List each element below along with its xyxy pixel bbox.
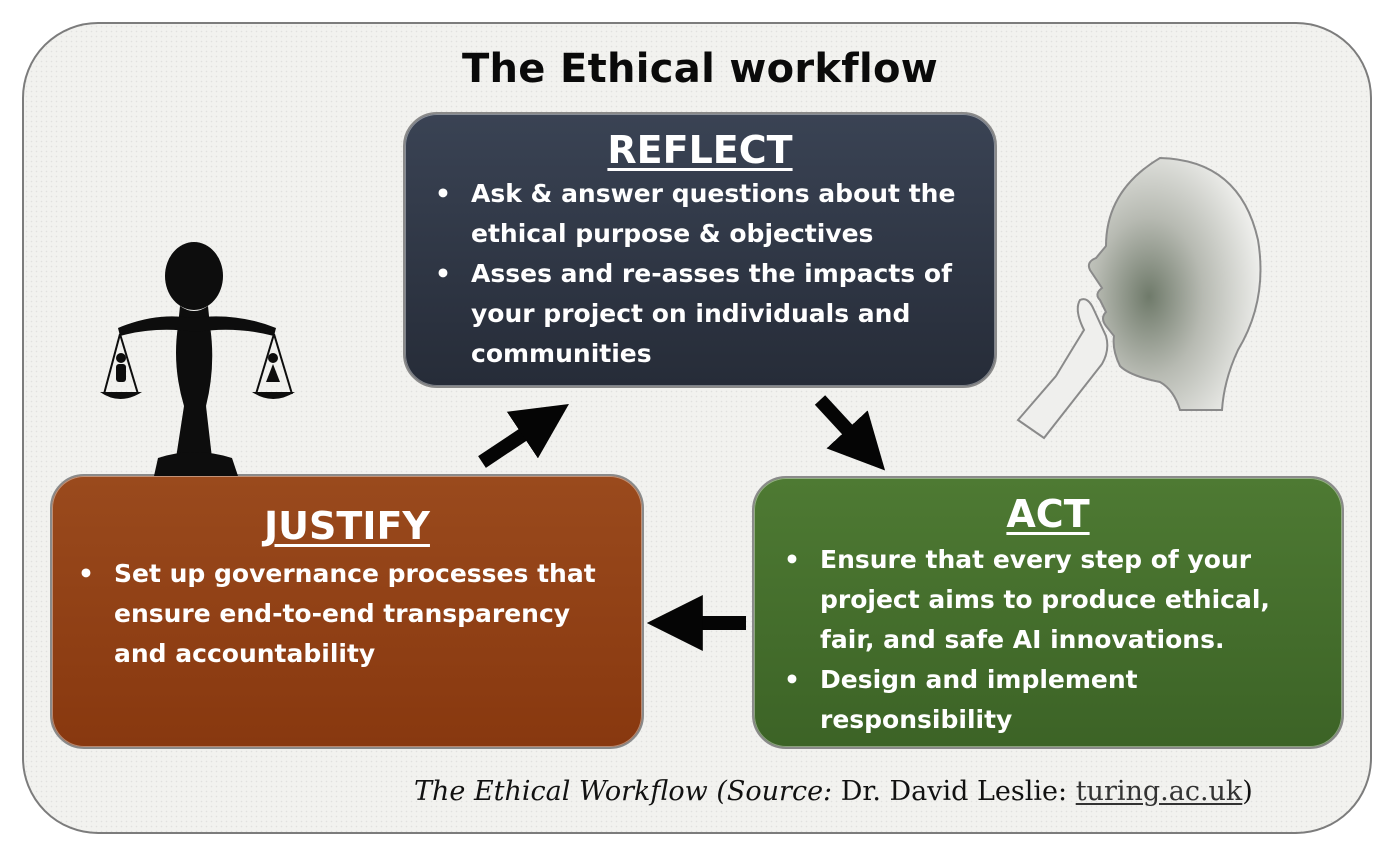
justify-box: JUSTIFY Set up governance processes that…	[50, 474, 644, 749]
source-link[interactable]: turing.ac.uk	[1075, 776, 1243, 807]
act-bullet: Ensure that every step of your project a…	[774, 540, 1328, 660]
justify-bullets: Set up governance processes that ensure …	[68, 554, 626, 674]
justify-heading: JUSTIFY	[264, 504, 430, 548]
source-caption: The Ethical Workflow (Source: Dr. David …	[414, 776, 1253, 807]
reflect-bullets: Ask & answer questions about the ethical…	[425, 174, 977, 374]
page-title: The Ethical workflow	[461, 46, 939, 92]
caption-close: )	[1242, 776, 1253, 807]
justify-bullet: Set up governance processes that ensure …	[68, 554, 626, 674]
act-bullets: Ensure that every step of your project a…	[774, 540, 1328, 740]
caption-author: Dr. David Leslie:	[840, 776, 1076, 807]
scales-of-justice-figure-icon	[100, 242, 295, 476]
act-bullet: Design and implement responsibility	[774, 660, 1328, 740]
reflect-bullet: Ask & answer questions about the ethical…	[425, 174, 977, 254]
act-box: ACT Ensure that every step of your proje…	[752, 476, 1344, 749]
reflect-heading: REFLECT	[607, 128, 793, 172]
thinking-head-icon	[1016, 156, 1262, 440]
act-heading: ACT	[1006, 492, 1090, 536]
caption-title: The Ethical Workflow (Source:	[414, 776, 841, 807]
reflect-box: REFLECT Ask & answer questions about the…	[403, 112, 997, 388]
reflect-bullet: Asses and re-asses the impacts of your p…	[425, 254, 977, 374]
